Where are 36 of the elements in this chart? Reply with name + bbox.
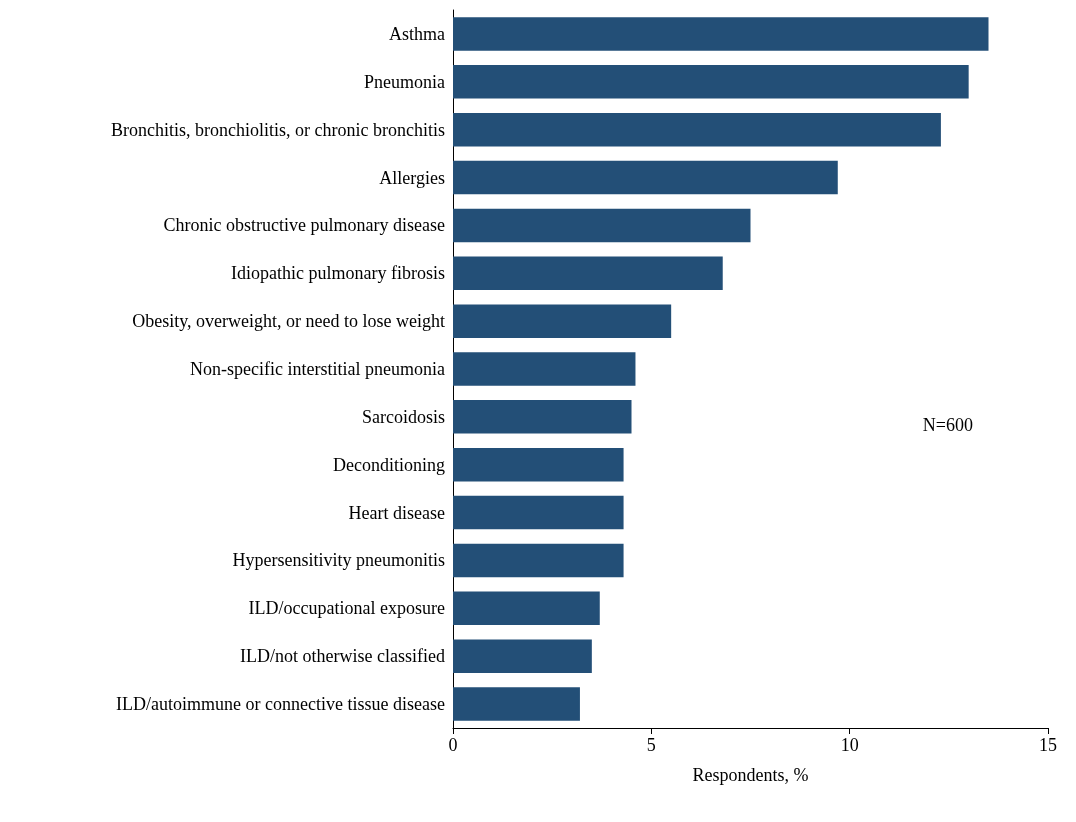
bar (453, 208, 751, 243)
x-tick-label: 0 (448, 735, 458, 755)
y-tick-label: ILD/autoimmune or connective tissue disease (116, 694, 446, 715)
y-tick-label: Heart disease (348, 502, 446, 523)
bar (453, 256, 723, 291)
bar (453, 400, 632, 434)
y-tick-label: Asthma (389, 23, 446, 44)
y-tick-label: Allergies (379, 167, 445, 188)
y-tick-label: Sarcoidosis (362, 406, 445, 427)
y-tick-label: Chronic obstructive pulmonary disease (163, 215, 446, 236)
y-tick-label: Idiopathic pulmonary fibrosis (231, 263, 445, 284)
bar (453, 304, 672, 338)
bar (453, 495, 624, 530)
bar (453, 112, 941, 147)
y-tick-label: Bronchitis, bronchiolitis, or chronic bronchitis (111, 119, 445, 140)
y-tick-label: Obesity, overweight, or need to lose weight (132, 311, 445, 332)
x-tick-label: 15 (1039, 735, 1057, 755)
bar (453, 687, 580, 721)
x-tick-label: 5 (646, 735, 656, 755)
bar (453, 65, 969, 99)
bar (453, 591, 600, 626)
y-tick-label: Non-specific interstitial pneumonia (190, 359, 445, 379)
bar (453, 447, 624, 482)
bar (453, 17, 989, 51)
y-tick-label: Deconditioning (333, 454, 445, 475)
annotation: N=600 (922, 415, 974, 435)
x-axis-title: Respondents, % (692, 765, 809, 785)
bar (453, 639, 592, 673)
y-tick-label: Pneumonia (364, 71, 445, 92)
y-tick-label: ILD/occupational exposure (248, 598, 445, 619)
bar (453, 543, 624, 578)
y-tick-label: Hypersensitivity pneumonitis (232, 550, 445, 571)
bar (453, 352, 636, 386)
bar (453, 160, 838, 195)
x-tick-label: 10 (840, 735, 859, 755)
y-tick-label: ILD/not otherwise classified (240, 646, 445, 667)
